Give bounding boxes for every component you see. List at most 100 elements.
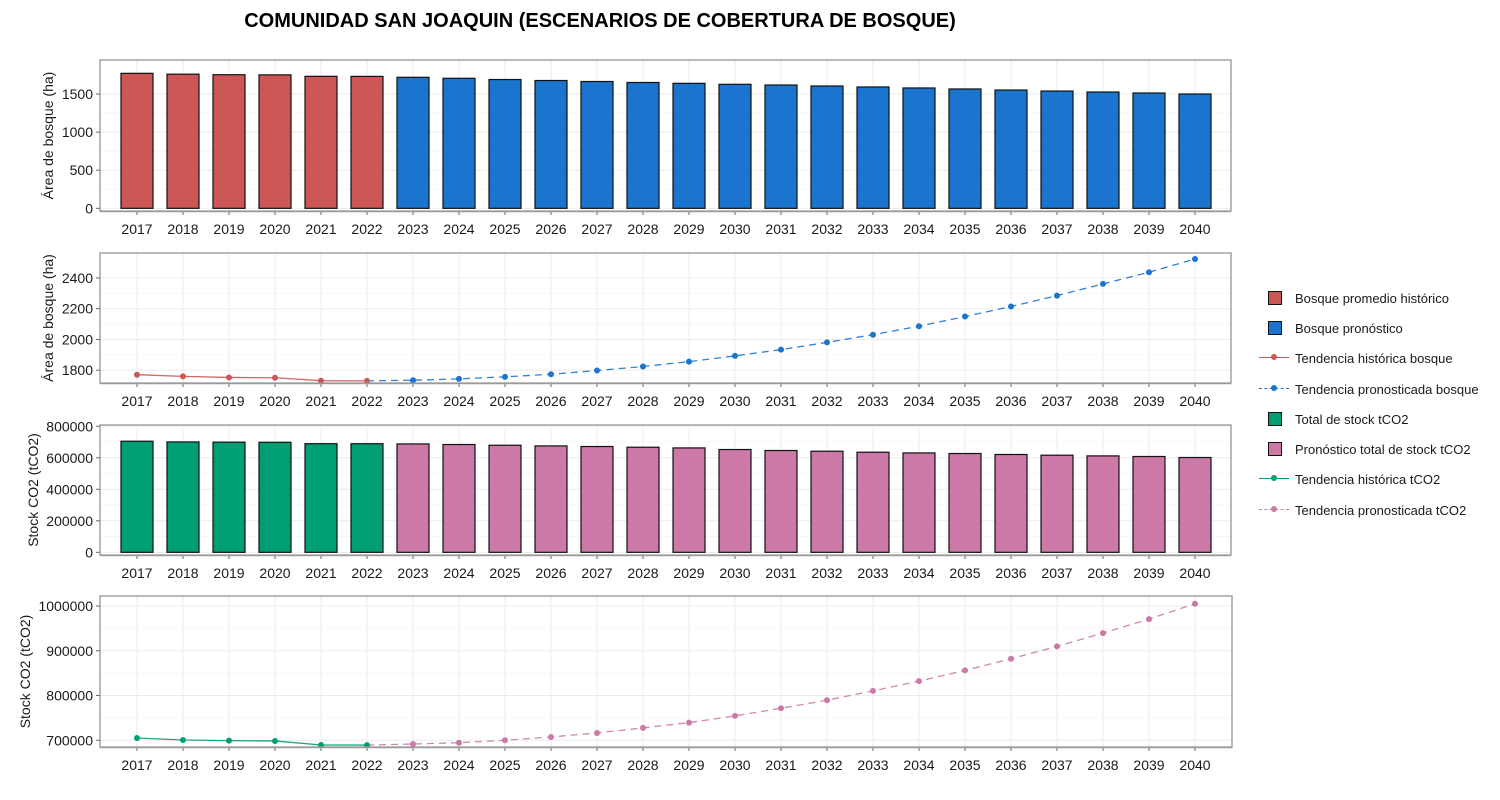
x-tick-label: 2022 (351, 393, 382, 409)
bar (1040, 90, 1074, 209)
data-point (364, 377, 370, 384)
x-tick-label: 2026 (535, 565, 566, 581)
bar (120, 440, 154, 553)
data-point (778, 705, 784, 712)
bar (534, 445, 568, 553)
legend-item: Total de stock tCO2 (1258, 409, 1408, 429)
x-tick-label: 2020 (259, 757, 290, 773)
data-point (180, 373, 186, 380)
data-point (824, 697, 830, 704)
legend-item: Tendencia pronosticada bosque (1258, 379, 1479, 399)
bar (304, 75, 338, 209)
bar (994, 89, 1028, 209)
x-tick-label: 2017 (121, 757, 152, 773)
x-tick-label: 2028 (627, 221, 658, 237)
x-tick-label: 2035 (949, 221, 980, 237)
bar (856, 451, 890, 553)
bar (350, 75, 384, 209)
y-axis-label: Área de bosque (ha) (40, 72, 56, 200)
data-point (916, 323, 922, 330)
legend-line-icon (1258, 379, 1290, 399)
data-point (594, 367, 600, 374)
x-tick-label: 2021 (305, 393, 336, 409)
x-tick-label: 2038 (1087, 565, 1118, 581)
bar (1086, 91, 1120, 209)
y-tick-label: 800000 (46, 688, 93, 704)
x-tick-label: 2034 (903, 565, 934, 581)
y-tick-label: 1000000 (38, 598, 93, 614)
data-point (272, 737, 278, 744)
x-tick-label: 2023 (397, 757, 428, 773)
data-point (870, 687, 876, 694)
data-point (226, 374, 232, 381)
plot-background (100, 596, 1232, 747)
x-tick-label: 2029 (673, 221, 704, 237)
x-tick-label: 2024 (443, 757, 474, 773)
x-tick-label: 2039 (1133, 393, 1164, 409)
x-tick-label: 2032 (811, 221, 842, 237)
bar (1132, 455, 1166, 553)
data-point (594, 729, 600, 736)
x-tick-label: 2037 (1041, 565, 1072, 581)
bar (810, 85, 844, 209)
x-tick-label: 2031 (765, 393, 796, 409)
x-tick-label: 2017 (121, 565, 152, 581)
legend-line-icon (1258, 348, 1290, 368)
y-axis-label: Stock CO2 (tCO2) (17, 615, 33, 729)
bar (764, 449, 798, 553)
x-tick-label: 2028 (627, 565, 658, 581)
x-tick-label: 2029 (673, 565, 704, 581)
y-tick-label: 1800 (62, 362, 93, 378)
bar (948, 88, 982, 209)
x-tick-label: 2036 (995, 565, 1026, 581)
x-tick-label: 2027 (581, 757, 612, 773)
x-tick-label: 2037 (1041, 757, 1072, 773)
data-point (318, 377, 324, 384)
x-tick-label: 2030 (719, 565, 750, 581)
x-tick-label: 2022 (351, 565, 382, 581)
data-point (640, 724, 646, 731)
x-tick-label: 2033 (857, 565, 888, 581)
data-point (1100, 280, 1106, 287)
x-tick-label: 2038 (1087, 221, 1118, 237)
data-point (870, 331, 876, 338)
x-tick-label: 2017 (121, 221, 152, 237)
x-tick-label: 2027 (581, 221, 612, 237)
x-tick-label: 2025 (489, 221, 520, 237)
bar (994, 453, 1028, 553)
data-point (180, 736, 186, 743)
x-tick-label: 2031 (765, 221, 796, 237)
y-tick-label: 2400 (62, 270, 93, 286)
legend-item: Tendencia histórica tCO2 (1258, 469, 1440, 489)
bar (396, 443, 430, 553)
legend-item: Tendencia pronosticada tCO2 (1258, 500, 1466, 520)
panel-1: 0 500 1000 1500 2017 2018 2019 2020 2021 2022 2023… (40, 59, 1232, 237)
data-point (778, 346, 784, 353)
x-tick-label: 2039 (1133, 221, 1164, 237)
data-point (686, 719, 692, 726)
y-tick-label: 2000 (62, 331, 93, 347)
legend-item: Bosque promedio histórico (1258, 288, 1449, 308)
bar (1178, 456, 1212, 553)
x-tick-label: 2019 (213, 221, 244, 237)
x-tick-label: 2020 (259, 221, 290, 237)
data-point (1008, 655, 1014, 662)
x-tick-label: 2023 (397, 393, 428, 409)
bar (902, 87, 936, 209)
x-tick-label: 2025 (489, 393, 520, 409)
x-tick-label: 2024 (443, 565, 474, 581)
bar (488, 444, 522, 553)
legend-item: Pronóstico total de stock tCO2 (1258, 439, 1471, 459)
x-tick-label: 2033 (857, 221, 888, 237)
bar (442, 77, 476, 209)
x-tick-label: 2026 (535, 757, 566, 773)
x-tick-label: 2031 (765, 565, 796, 581)
y-axis-label: Stock CO2 (tCO2) (25, 433, 41, 547)
x-tick-label: 2038 (1087, 393, 1118, 409)
bar (258, 74, 292, 209)
x-tick-label: 2018 (167, 565, 198, 581)
x-tick-label: 2019 (213, 393, 244, 409)
y-tick-label: 400000 (46, 481, 93, 497)
legend-label: Tendencia pronosticada bosque (1295, 381, 1479, 397)
bar (1178, 93, 1212, 209)
